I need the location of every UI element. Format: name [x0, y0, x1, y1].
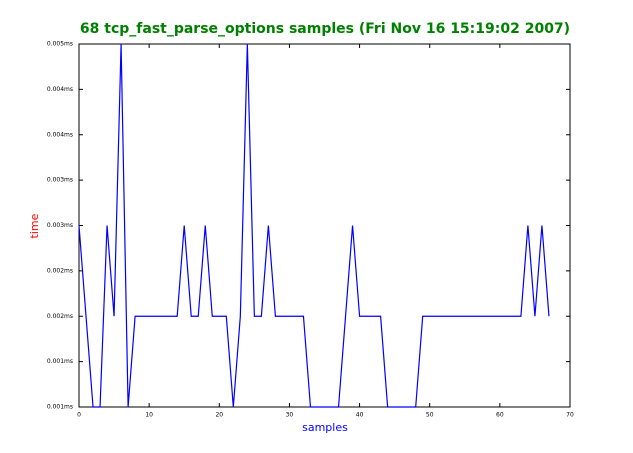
y-tick-label: 0.004ms — [47, 131, 73, 138]
y-tick-label: 0.002ms — [47, 267, 73, 274]
x-tick-label: 50 — [426, 412, 434, 419]
y-tick-label: 0.003ms — [47, 222, 73, 229]
y-tick-label: 0.001ms — [47, 358, 73, 365]
x-tick-label: 30 — [286, 412, 294, 419]
y-tick-label: 0.003ms — [47, 177, 73, 184]
x-tick-label: 70 — [566, 412, 574, 419]
plot-frame — [78, 43, 571, 408]
x-tick-label: 0 — [77, 412, 81, 419]
y-tick-label: 0.001ms — [47, 404, 73, 411]
y-tick-label: 0.004ms — [47, 86, 73, 93]
x-axis-label: samples — [302, 421, 348, 434]
y-tick-label: 0.005ms — [47, 41, 73, 48]
y-axis-label: time — [28, 213, 41, 238]
data-line — [78, 43, 550, 408]
x-tick-label: 10 — [145, 412, 153, 419]
y-tick-label: 0.002ms — [47, 313, 73, 320]
x-tick-label: 20 — [215, 412, 223, 419]
chart-title: 68 tcp_fast_parse_options samples (Fri N… — [80, 21, 570, 37]
x-tick-label: 60 — [496, 412, 504, 419]
x-tick-label: 40 — [356, 412, 364, 419]
